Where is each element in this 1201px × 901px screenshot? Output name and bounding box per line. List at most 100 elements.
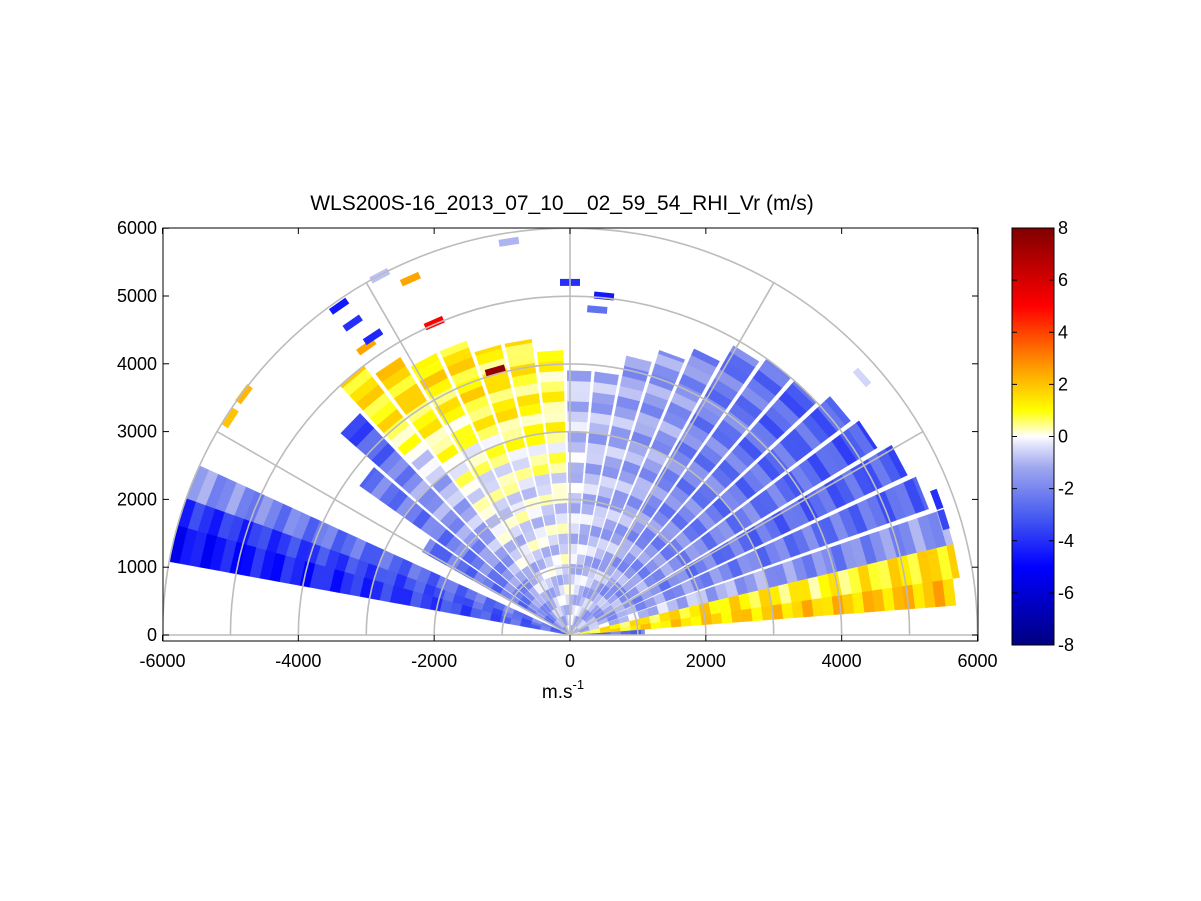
x-tick-label: 4000 <box>822 651 862 671</box>
range-gate-cell <box>474 344 502 356</box>
isolated-return <box>222 407 239 429</box>
colorbar-ticks: -8 -6 -4 -2 0 2 4 6 8 <box>1012 218 1074 655</box>
scan-ray <box>339 365 571 636</box>
range-gate-cell <box>359 467 377 488</box>
colorbar-tick-label: 0 <box>1058 427 1068 447</box>
y-tick-label: 6000 <box>117 218 157 238</box>
isolated-return <box>484 364 506 377</box>
range-gate-cell <box>562 573 570 585</box>
colorbar-tick-label: -8 <box>1058 635 1074 655</box>
chart-title: WLS200S-16_2013_07_10__02_59_54_RHI_Vr (… <box>310 192 814 215</box>
y-tick-label: 0 <box>147 625 157 645</box>
range-gate-cell <box>560 553 569 565</box>
scan-ray <box>569 358 792 636</box>
range-gate-cell <box>824 396 851 426</box>
angle-spoke <box>216 430 571 636</box>
range-gate-cell <box>566 370 592 382</box>
range-gate-cell <box>553 492 568 504</box>
colorbar-gradient <box>1011 227 1055 646</box>
range-gate-cell <box>912 476 929 511</box>
range-gate-cell <box>658 350 686 363</box>
range-gate-cell <box>539 370 565 383</box>
y-tick-label: 1000 <box>117 557 157 577</box>
scan-ray <box>504 338 571 636</box>
colorbar-tick-label: 4 <box>1058 322 1068 342</box>
range-gate-cell <box>729 345 760 368</box>
x-tick-label: -6000 <box>139 651 185 671</box>
scan-ray <box>168 525 571 636</box>
x-axis-label-superscript: -1 <box>573 677 585 692</box>
y-tick-label: 5000 <box>117 286 157 306</box>
scan-ray <box>569 350 686 636</box>
scan-ray <box>566 370 592 636</box>
range-gate-cell <box>624 355 652 373</box>
colorbar-tick-label: 2 <box>1058 374 1068 394</box>
range-gate-cell <box>541 390 565 403</box>
range-gate-cell <box>548 451 567 464</box>
angle-spoke <box>569 430 924 636</box>
range-gate-cell <box>552 482 567 494</box>
scan-ray <box>375 356 571 636</box>
range-gate-cell <box>593 371 619 386</box>
isolated-return <box>342 314 363 332</box>
y-axis: 0 1000 2000 3000 4000 5000 6000 <box>117 218 978 645</box>
colorbar-tick-label: -4 <box>1058 531 1074 551</box>
range-gate-cell <box>536 350 564 363</box>
range-gate-cell <box>558 533 569 545</box>
range-gate-cell <box>561 563 569 575</box>
range-gate-cell <box>856 420 878 450</box>
range-gate-cell <box>551 472 567 484</box>
range-gate-cell <box>691 348 720 368</box>
range-gate-cell <box>375 356 406 383</box>
range-gate-cell <box>543 411 566 424</box>
isolated-return <box>930 488 944 510</box>
range-gate-cell <box>555 512 568 525</box>
range-gate-cell <box>556 522 568 535</box>
range-gate-cell <box>578 533 589 546</box>
range-gate-cell <box>582 493 597 506</box>
scan-ray <box>569 476 929 636</box>
colorbar-tick-label: 6 <box>1058 270 1068 290</box>
scan-ray <box>569 420 878 636</box>
range-gate-cell <box>410 353 440 373</box>
x-tick-label: 6000 <box>957 651 997 671</box>
range-gate-cell <box>885 444 908 479</box>
range-gate-cell <box>542 400 565 413</box>
angle-spoke <box>365 282 571 636</box>
range-gate-cell <box>540 380 565 393</box>
isolated-return <box>362 328 384 346</box>
y-tick-label: 3000 <box>117 422 157 442</box>
scan-ray <box>569 380 817 636</box>
polar-grid <box>163 228 978 636</box>
colorbar-tick-label: 8 <box>1058 218 1068 238</box>
isolated-return <box>235 384 253 405</box>
scan-ray <box>359 467 571 636</box>
scan-ray <box>569 396 851 636</box>
range-gate-cell <box>547 441 566 454</box>
range-gate-cell <box>545 523 558 536</box>
isolated-return <box>937 509 950 531</box>
range-gate-cell <box>504 338 533 348</box>
isolated-return <box>586 305 608 314</box>
range-gate-cell <box>439 340 469 358</box>
x-tick-label: 2000 <box>686 651 726 671</box>
scan-ray <box>569 348 720 636</box>
x-axis: -6000 -4000 -2000 0 2000 4000 6000 <box>139 228 998 671</box>
range-gate-cell <box>559 543 569 555</box>
x-tick-label: -4000 <box>275 651 321 671</box>
colorbar-tick-label: -2 <box>1058 479 1074 499</box>
y-tick-label: 4000 <box>117 354 157 374</box>
range-gate-cell <box>580 513 593 526</box>
range-gate-cell <box>549 461 567 474</box>
x-axis-label: m.s-1 <box>542 677 584 703</box>
isolated-return <box>498 236 520 247</box>
angle-spoke <box>569 282 775 636</box>
range-gate-cell <box>581 503 595 516</box>
isolated-return <box>328 297 350 315</box>
colorbar: -8 -6 -4 -2 0 2 4 6 8 <box>1011 218 1074 655</box>
y-tick-label: 2000 <box>117 489 157 509</box>
scan-ray <box>340 413 571 636</box>
isolated-return <box>399 271 421 287</box>
range-gate-cell <box>579 523 591 536</box>
